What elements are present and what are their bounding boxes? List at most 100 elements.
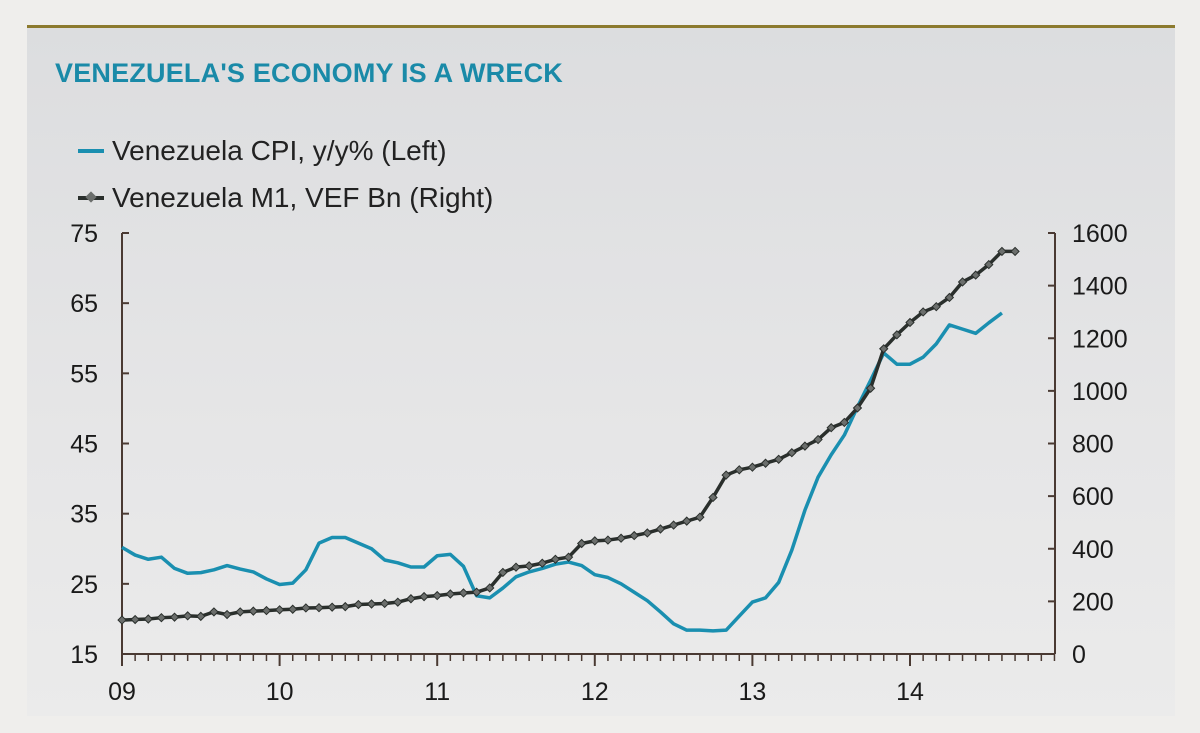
x-tick-label: 14 (896, 678, 924, 706)
m1-data-point (576, 538, 587, 549)
right-tick-label: 0 (1072, 641, 1086, 669)
x-tick-label: 11 (424, 678, 450, 706)
left-tick-label: 15 (70, 641, 98, 669)
legend-swatch-cpi (78, 149, 104, 153)
m1-data-point (117, 615, 127, 625)
m1-data-point (826, 423, 836, 433)
m1-data-point (130, 614, 140, 625)
left-tick-label: 55 (70, 360, 98, 388)
m1-data-point (879, 344, 889, 354)
m1-data-point (563, 552, 574, 562)
m1-data-point (721, 470, 731, 480)
m1-data-point (787, 448, 797, 458)
x-tick-label: 12 (581, 678, 609, 706)
m1-data-point (248, 606, 259, 616)
left-tick-label: 45 (70, 431, 98, 459)
m1-data-point (393, 597, 403, 607)
x-tick-label: 10 (266, 678, 294, 706)
m1-data-point (274, 605, 285, 615)
m1-data-point (432, 590, 442, 601)
m1-data-point (708, 492, 718, 503)
m1-data-point (419, 591, 429, 602)
right-tick-label: 1400 (1072, 273, 1128, 301)
left-tick-label: 65 (70, 290, 98, 318)
m1-data-point (852, 403, 863, 413)
m1-data-point (301, 603, 311, 613)
left-tick-label: 75 (70, 220, 98, 248)
m1-data-point (406, 594, 416, 604)
m1-data-point (892, 330, 902, 340)
m1-data-point (629, 530, 639, 541)
m1-data-point (839, 417, 850, 428)
m1-data-point (327, 602, 337, 612)
m1-data-point (655, 524, 666, 534)
m1-data-point (511, 562, 521, 572)
chart-panel (27, 25, 1175, 716)
legend-label-cpi: Venezuela CPI, y/y% (Left) (112, 135, 447, 166)
m1-data-point (182, 611, 193, 621)
m1-data-point (603, 535, 613, 545)
m1-data-point (458, 588, 469, 598)
m1-data-point (918, 307, 928, 317)
right-tick-label: 800 (1072, 431, 1114, 459)
m1-series-line (121, 249, 1016, 622)
m1-data-point (800, 441, 810, 451)
m1-data-point (196, 611, 206, 622)
m1-data-point (616, 533, 626, 543)
right-tick-label: 400 (1072, 536, 1114, 564)
right-tick-label: 1200 (1072, 325, 1128, 353)
m1-data-point (984, 259, 994, 270)
m1-data-point (695, 512, 705, 522)
m1-data-point (445, 589, 456, 599)
legend-item-cpi: Venezuela CPI, y/y% (Left) (78, 135, 447, 167)
m1-data-point (813, 434, 823, 445)
right-tick-label: 600 (1072, 483, 1114, 511)
chart-title: VENEZUELA'S ECONOMY IS A WRECK (55, 58, 563, 88)
legend-item-m1: Venezuela M1, VEF Bn (Right) (78, 182, 493, 214)
m1-data-point (550, 554, 561, 564)
m1-data-point (209, 607, 219, 617)
right-tick-label: 1600 (1072, 220, 1128, 248)
left-tick-label: 35 (70, 501, 98, 529)
right-tick-label: 200 (1072, 588, 1114, 616)
m1-data-point (865, 383, 876, 393)
m1-data-point (169, 612, 180, 622)
m1-data-point (235, 607, 245, 617)
m1-data-point (957, 277, 968, 287)
m1-data-point (366, 599, 377, 609)
m1-data-point (773, 454, 784, 464)
m1-data-point (997, 246, 1007, 257)
m1-data-point (537, 558, 547, 568)
m1-data-point (905, 317, 915, 328)
x-tick-label: 13 (738, 678, 766, 706)
m1-data-point (668, 520, 679, 530)
right-tick-label: 1000 (1072, 378, 1128, 406)
m1-data-point (261, 605, 272, 616)
m1-data-point (222, 609, 232, 620)
m1-data-point (471, 587, 482, 597)
m1-data-point (314, 602, 324, 613)
m1-data-point (485, 583, 495, 593)
m1-data-point (682, 516, 692, 526)
m1-data-point (1010, 246, 1020, 257)
m1-data-point (340, 601, 350, 612)
m1-data-point (156, 612, 167, 623)
m1-data-point (642, 528, 653, 538)
m1-data-point (379, 598, 390, 609)
m1-data-point (143, 614, 153, 624)
cpi-series-line (121, 311, 1003, 633)
left-tick-label: 25 (70, 571, 98, 599)
x-tick-label: 09 (108, 678, 136, 706)
legend-label-m1: Venezuela M1, VEF Bn (Right) (112, 182, 494, 213)
legend-swatch-m1 (78, 191, 104, 203)
m1-data-point (944, 292, 955, 303)
m1-data-point (760, 458, 771, 468)
m1-data-point (931, 301, 941, 312)
m1-data-point (970, 270, 981, 280)
m1-data-point (524, 561, 534, 571)
m1-data-point (288, 604, 298, 614)
m1-data-point (353, 599, 364, 610)
m1-data-point (590, 536, 600, 546)
m1-data-point (734, 465, 744, 475)
